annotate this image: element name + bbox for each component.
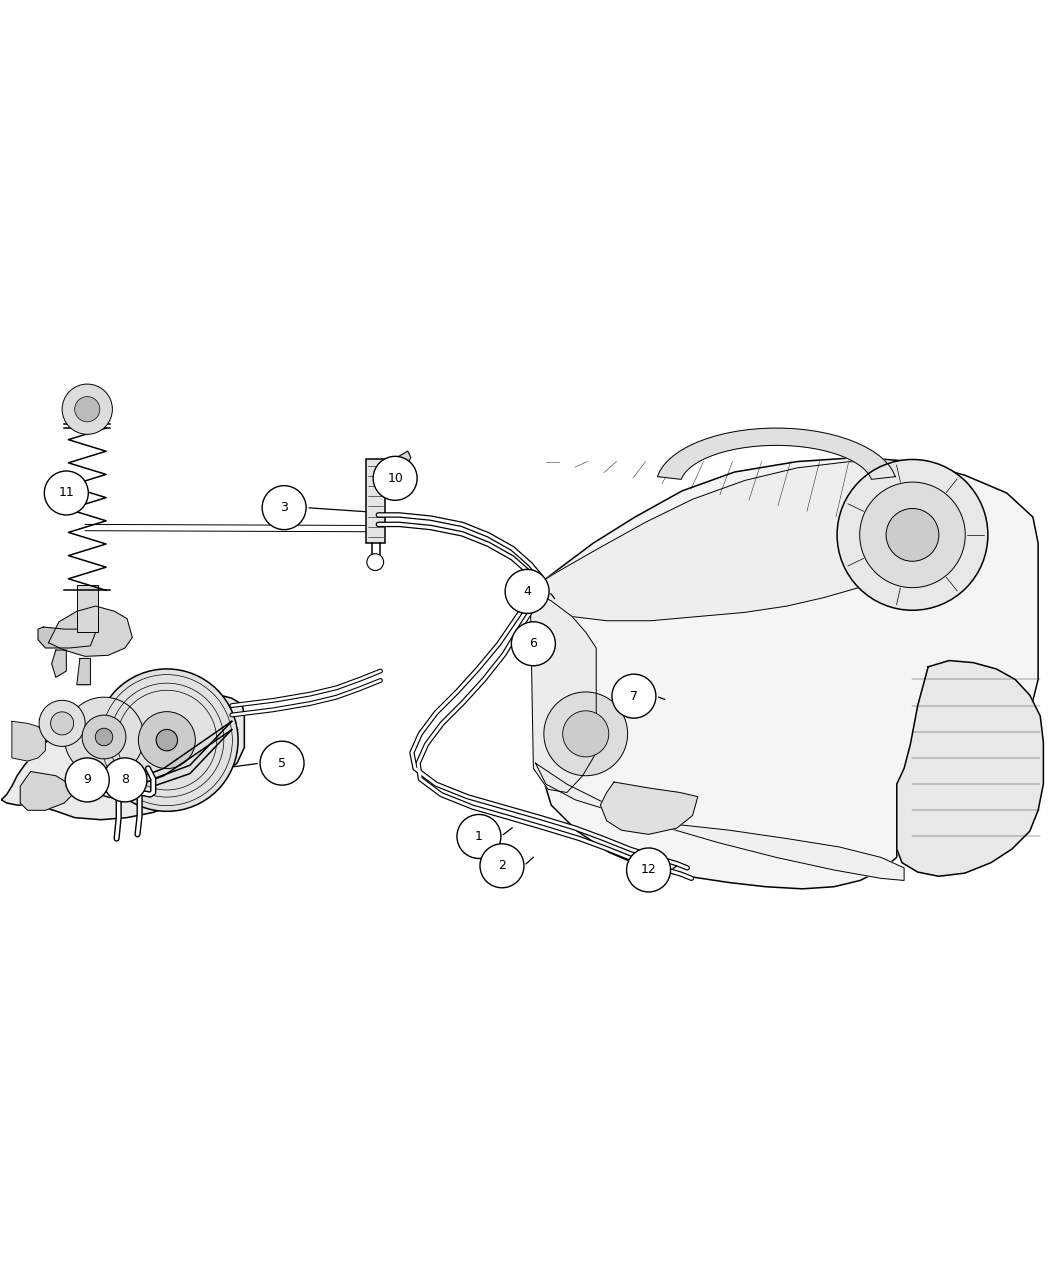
Bar — [77, 585, 98, 632]
Polygon shape — [1, 692, 245, 820]
Polygon shape — [530, 590, 596, 793]
Circle shape — [860, 482, 965, 588]
Polygon shape — [38, 627, 96, 648]
Text: 6: 6 — [529, 638, 538, 650]
Circle shape — [75, 397, 100, 422]
Circle shape — [612, 674, 656, 718]
Circle shape — [511, 622, 555, 666]
Polygon shape — [12, 722, 45, 761]
Circle shape — [260, 741, 304, 785]
Text: 11: 11 — [59, 487, 75, 500]
Circle shape — [457, 815, 501, 858]
Circle shape — [886, 509, 939, 561]
Circle shape — [139, 711, 195, 769]
Circle shape — [44, 470, 88, 515]
Circle shape — [563, 710, 609, 757]
Polygon shape — [77, 658, 90, 685]
Text: 7: 7 — [630, 690, 638, 703]
Polygon shape — [601, 782, 698, 834]
Polygon shape — [384, 451, 411, 476]
Circle shape — [373, 456, 417, 500]
Circle shape — [544, 692, 628, 775]
Polygon shape — [657, 428, 896, 479]
Text: 10: 10 — [387, 472, 403, 484]
Circle shape — [62, 384, 112, 435]
Circle shape — [156, 729, 177, 751]
Polygon shape — [536, 462, 939, 621]
Text: 5: 5 — [278, 756, 286, 770]
Polygon shape — [536, 764, 904, 881]
Text: 1: 1 — [475, 830, 483, 843]
Circle shape — [627, 848, 671, 892]
Circle shape — [480, 844, 524, 887]
Circle shape — [82, 715, 126, 759]
Polygon shape — [897, 660, 1044, 876]
Text: 12: 12 — [640, 863, 656, 876]
Polygon shape — [20, 771, 72, 811]
Circle shape — [96, 669, 238, 811]
Circle shape — [96, 728, 112, 746]
Circle shape — [262, 486, 307, 529]
Text: 2: 2 — [498, 859, 506, 872]
Circle shape — [505, 570, 549, 613]
Circle shape — [366, 553, 383, 570]
Polygon shape — [530, 458, 1038, 889]
Text: 8: 8 — [121, 774, 129, 787]
Text: 9: 9 — [83, 774, 91, 787]
Bar — [365, 459, 384, 543]
Circle shape — [837, 459, 988, 611]
Circle shape — [65, 757, 109, 802]
Text: 3: 3 — [280, 501, 288, 514]
Text: 4: 4 — [523, 585, 531, 598]
Circle shape — [50, 711, 74, 734]
Polygon shape — [48, 606, 132, 657]
Circle shape — [64, 697, 144, 776]
Polygon shape — [51, 650, 66, 677]
Circle shape — [103, 757, 147, 802]
Circle shape — [39, 700, 85, 746]
